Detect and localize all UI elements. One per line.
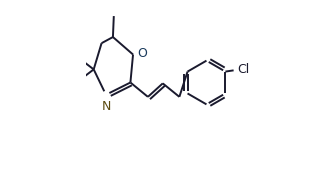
- Text: Cl: Cl: [237, 63, 249, 76]
- Text: N: N: [102, 100, 111, 113]
- Text: O: O: [137, 47, 147, 60]
